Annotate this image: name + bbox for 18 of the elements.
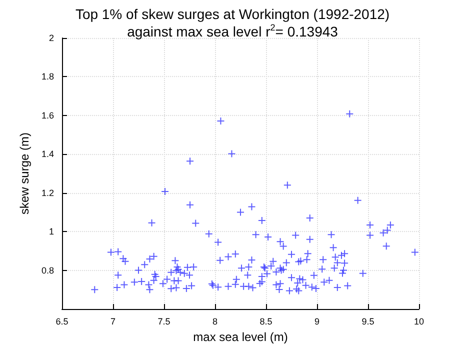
y-tick-label: 1.4 (41, 149, 54, 160)
y-tick-label: 1.8 (41, 72, 54, 82)
x-tick-label: 9 (314, 316, 320, 326)
x-tick-label: 7 (110, 316, 116, 326)
y-tick-label: 2 (48, 33, 54, 43)
x-tick-label: 9.5 (362, 316, 374, 326)
x-tick-label: 8.5 (260, 316, 272, 326)
x-axis-title: max sea level (m) (193, 330, 288, 344)
y-tick-label: 1 (48, 226, 54, 237)
y-axis-title: skew surge (m) (18, 132, 32, 215)
x-tick-label: 7.5 (158, 316, 170, 326)
y-tick-label: 1.2 (41, 188, 54, 198)
y-tick-label: 0.8 (41, 265, 54, 276)
x-tick-label: 8 (212, 316, 218, 326)
x-tick-label: 10 (414, 316, 424, 326)
x-tick-label: 6.5 (56, 316, 68, 326)
y-tick-label: 1.6 (41, 110, 54, 120)
chart-title: Top 1% of skew surges at Workington (1992-2012) (75, 6, 390, 22)
